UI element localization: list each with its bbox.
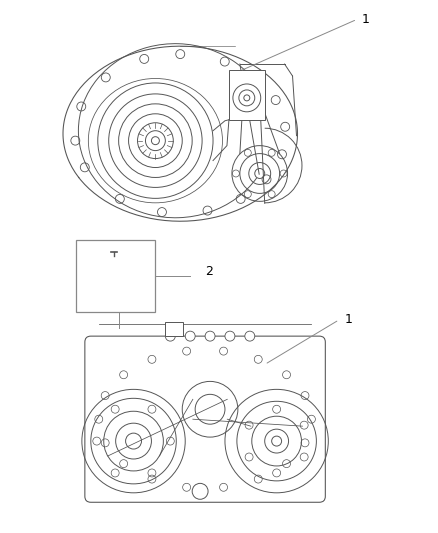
Circle shape [205, 331, 215, 341]
Circle shape [165, 331, 175, 341]
Text: 1: 1 [362, 13, 370, 26]
FancyBboxPatch shape [85, 336, 325, 502]
Circle shape [225, 331, 235, 341]
Circle shape [245, 331, 255, 341]
Bar [165, 322, 183, 336]
Bar [229, 70, 265, 120]
Text: 2: 2 [205, 265, 213, 278]
Circle shape [185, 331, 195, 341]
Text: 1: 1 [344, 313, 352, 326]
Bar [76, 240, 155, 312]
